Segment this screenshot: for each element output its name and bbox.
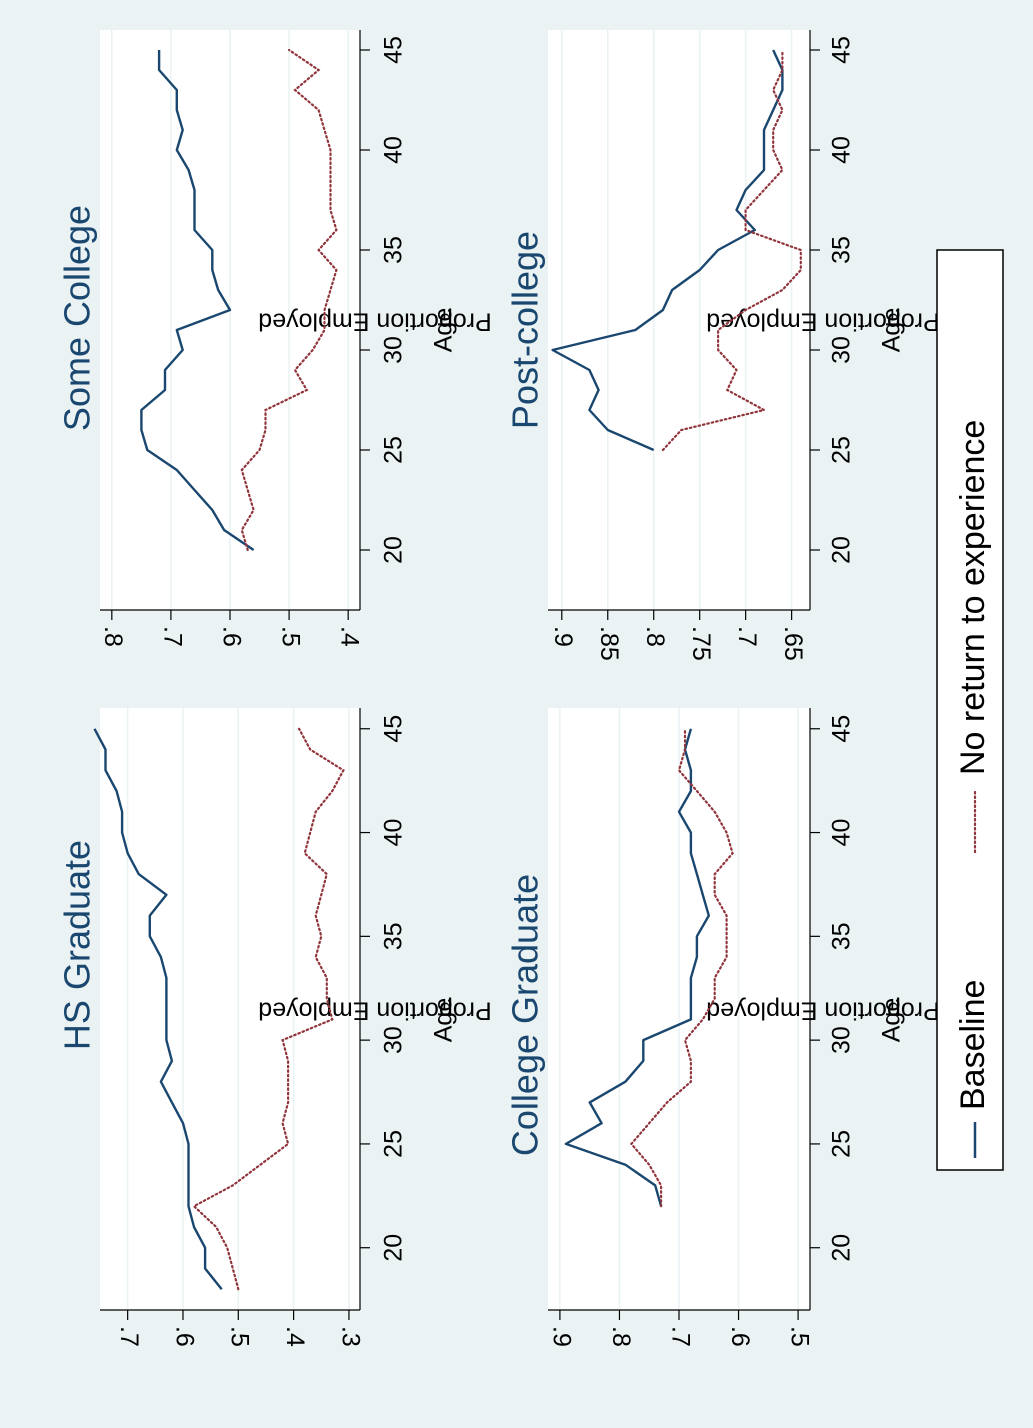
panel-title: College Graduate [505,874,546,1156]
y-tick-label: .5 [785,1326,813,1347]
panel-3: .5 .6 .7 .8 .9 Proportion Employed 20 25 30 35 40 4… [505,708,940,1347]
y-tick-label: .6 [170,1326,198,1347]
y-axis-title: Proportion Employed [258,996,491,1024]
series-line-no-return [240,48,338,552]
y-tick-label: .4 [336,626,364,647]
series-line-no-return [192,727,345,1291]
y-tick-label: .5 [226,1326,254,1347]
x-tick-label: 20 [828,536,856,564]
x-tick-label: 25 [828,436,856,464]
x-axis-title: Age [878,998,906,1042]
x-tick-label: 45 [828,36,856,64]
x-tick-label: 25 [828,1130,856,1158]
panel-title: Some College [57,205,98,431]
x-tick-label: 35 [380,236,408,264]
panel-title: Post-college [505,231,546,429]
y-axis-title: Proportion Employed [258,307,491,335]
y-tick-label: .8 [607,1326,635,1347]
series-line-baseline [140,50,255,551]
panel-2: .4 .5 .6 .7 .8 Proportion Employed 20 25 30 35 40 4… [57,30,492,647]
y-tick-label: .9 [549,626,577,647]
x-tick-label: 30 [828,1026,856,1054]
y-axis-title: Proportion Employed [706,307,939,335]
x-tick-label: 35 [828,236,856,264]
y-tick-label: .8 [641,626,669,647]
x-tick-label: 25 [380,1130,408,1158]
y-tick-label: .5 [276,626,304,647]
x-tick-label: 20 [828,1234,856,1262]
x-tick-label: 40 [828,819,856,847]
series-line-no-return [661,48,802,452]
panel-4: .65 .7 .75 .8 .85 .9 Proportion Employed 20 25 30… [505,30,940,661]
x-axis-title: Age [430,308,458,352]
x-tick-label: 40 [380,819,408,847]
x-tick-label: 45 [380,715,408,743]
x-tick-label: 35 [828,922,856,950]
y-tick-label: .7 [158,626,186,647]
series-line-baseline [551,49,784,452]
y-tick-label: .7 [666,1326,694,1347]
x-tick-label: 30 [380,1026,408,1054]
y-tick-label: .9 [547,1326,575,1347]
series-line-no-return [629,727,734,1208]
x-tick-label: 30 [828,336,856,364]
panel-title: HS Graduate [57,840,98,1050]
legend: Baseline No return to experience [936,249,1004,1171]
panel-1: .3 .4 .5 .6 .7 Proportion Employed 20 25 30 35 40 4… [57,708,492,1347]
y-tick-label: .8 [99,626,127,647]
x-tick-label: 40 [828,136,856,164]
series-line-baseline [564,728,710,1207]
y-tick-label: .4 [281,1326,309,1347]
x-tick-label: 20 [380,536,408,564]
legend-box [936,249,1004,1171]
x-tick-label: 25 [380,436,408,464]
x-tick-label: 40 [380,136,408,164]
y-axis-title: Proportion Employed [706,996,939,1024]
plot-region [100,708,360,1310]
x-tick-label: 20 [380,1234,408,1262]
series-line-baseline [93,728,223,1290]
x-tick-label: 45 [380,36,408,64]
y-tick-label: .3 [336,1326,364,1347]
y-tick-label: .7 [115,1326,143,1347]
legend-label-no-return: No return to experience [954,420,992,775]
y-tick-label: .6 [726,1326,754,1347]
y-tick-label: .75 [687,626,715,661]
y-tick-label: .65 [779,626,807,661]
y-tick-label: .6 [217,626,245,647]
x-tick-label: 45 [828,715,856,743]
x-tick-label: 30 [380,336,408,364]
y-tick-label: .85 [595,626,623,661]
y-tick-label: .7 [733,626,761,647]
x-tick-label: 35 [380,922,408,950]
x-axis-title: Age [430,998,458,1042]
x-axis-title: Age [878,308,906,352]
legend-label-baseline: Baseline [954,980,992,1110]
